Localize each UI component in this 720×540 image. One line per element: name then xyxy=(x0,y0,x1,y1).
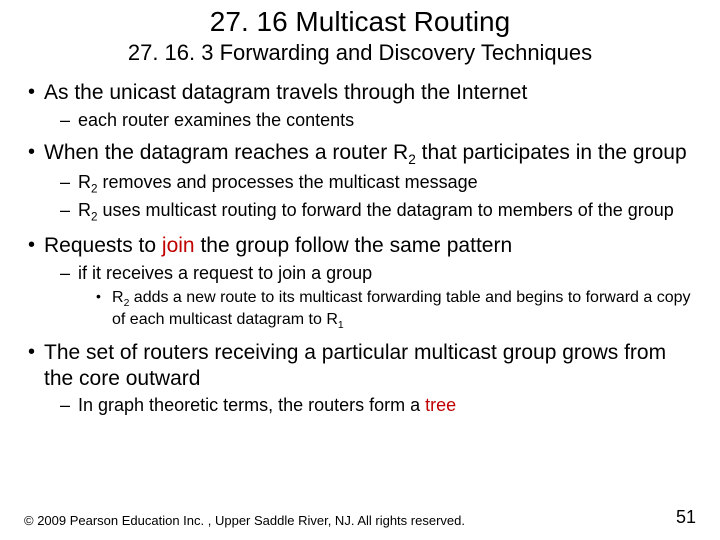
bullet-l1: The set of routers receiving a particula… xyxy=(20,340,700,391)
copyright-text: © 2009 Pearson Education Inc. , Upper Sa… xyxy=(24,513,465,528)
slide-subtitle: 27. 16. 3 Forwarding and Discovery Techn… xyxy=(20,40,700,66)
subscript: 2 xyxy=(408,152,416,167)
accent-text: join xyxy=(162,234,195,257)
text: removes and processes the multicast mess… xyxy=(98,172,478,192)
bullet-l2: R2 removes and processes the multicast m… xyxy=(20,172,700,197)
slide-title: 27. 16 Multicast Routing xyxy=(20,6,700,38)
bullet-l1: When the datagram reaches a router R2 th… xyxy=(20,140,700,169)
text: In graph theoretic terms, the routers fo… xyxy=(78,395,425,415)
bullet-l1: As the unicast datagram travels through … xyxy=(20,80,700,106)
text: Requests to xyxy=(44,234,162,257)
text: R xyxy=(112,289,124,306)
bullet-l2: In graph theoretic terms, the routers fo… xyxy=(20,395,700,417)
text: R xyxy=(78,172,91,192)
text: R xyxy=(78,200,91,220)
bullet-l1: Requests to join the group follow the sa… xyxy=(20,233,700,259)
page-number: 51 xyxy=(676,507,696,528)
bullet-l2: R2 uses multicast routing to forward the… xyxy=(20,200,700,225)
text: that participates in the group xyxy=(416,141,687,164)
bullet-l2: each router examines the contents xyxy=(20,110,700,132)
footer: © 2009 Pearson Education Inc. , Upper Sa… xyxy=(0,507,720,528)
slide: 27. 16 Multicast Routing 27. 16. 3 Forwa… xyxy=(0,0,720,540)
accent-text: tree xyxy=(425,395,456,415)
subscript: 1 xyxy=(338,320,344,331)
text: adds a new route to its multicast forwar… xyxy=(112,289,691,328)
text: the group follow the same pattern xyxy=(195,234,513,257)
bullet-l2: if it receives a request to join a group xyxy=(20,263,700,285)
slide-body: As the unicast datagram travels through … xyxy=(20,80,700,417)
bullet-l3: R2 adds a new route to its multicast for… xyxy=(20,288,700,332)
text: When the datagram reaches a router R xyxy=(44,141,408,164)
text: uses multicast routing to forward the da… xyxy=(98,200,674,220)
